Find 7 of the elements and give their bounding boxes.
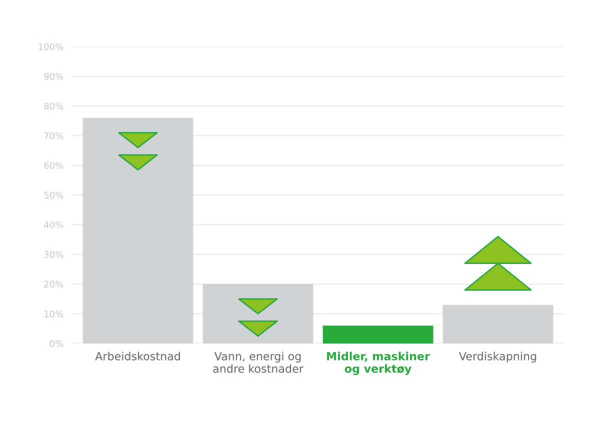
bar [322,326,434,344]
bar [82,118,194,344]
bar [442,304,554,344]
x-tick-label: Vann, energi og andre kostnader [213,352,304,373]
x-tick-label: Verdiskapning [458,352,536,363]
x-tick-label: Arbeidskostnad [95,352,180,360]
x-tick-label: Midler, maskiner og verktøy [327,352,430,376]
